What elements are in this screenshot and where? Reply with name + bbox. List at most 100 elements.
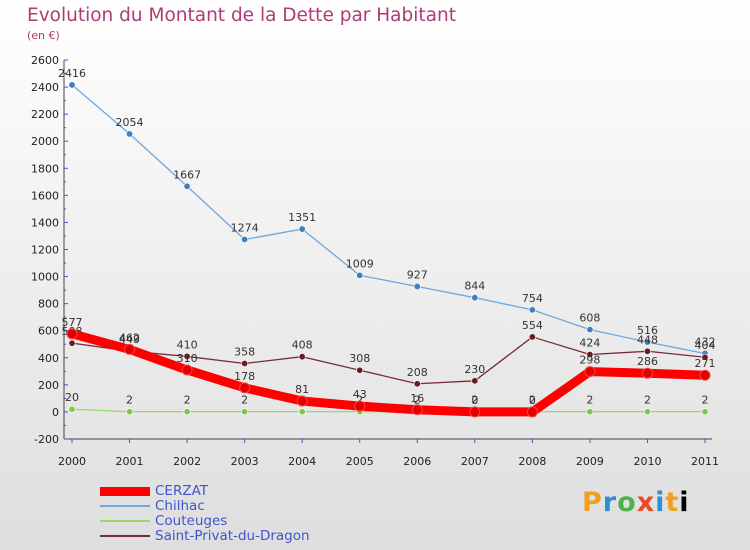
y-tick-label: 0 [52, 406, 59, 419]
data-label-cerzat: 0 [471, 394, 478, 407]
x-tick-label: 2004 [288, 455, 316, 468]
data-label-couteuges: 2 [241, 394, 248, 407]
data-point-cerzat [641, 367, 653, 379]
logo-letter: o [617, 487, 637, 518]
data-label-saint-privat-du-dragon: 404 [695, 339, 716, 352]
legend-label: Saint-Privat-du-Dragon [155, 528, 310, 544]
logo-letter: r [602, 487, 618, 518]
data-label-chilhac: 516 [637, 324, 658, 337]
data-label-cerzat: 298 [579, 354, 600, 367]
chart-title: Evolution du Montant de la Dette par Hab… [27, 5, 456, 26]
data-label-saint-privat-du-dragon: 554 [522, 319, 543, 332]
series-line-cerzat [67, 329, 710, 417]
data-label-couteuges: 2 [471, 394, 478, 407]
data-point-saint-privat-du-dragon [413, 380, 421, 388]
data-label-chilhac: 927 [407, 268, 428, 281]
y-tick-label: 1800 [31, 162, 59, 175]
data-point-couteuges [126, 408, 134, 416]
legend-swatch [100, 505, 150, 507]
data-label-chilhac: 1009 [346, 257, 374, 270]
data-label-cerzat: 43 [353, 388, 367, 401]
logo-letter: P [582, 487, 603, 518]
legend-label: Chilhac [155, 498, 205, 514]
x-tick-label: 2008 [518, 455, 546, 468]
y-tick-label: 800 [38, 298, 59, 311]
data-label-saint-privat-du-dragon: 208 [407, 366, 428, 379]
data-label-chilhac: 1667 [173, 168, 201, 181]
series-line-saint-privat-du-dragon [71, 336, 706, 385]
data-point-couteuges [701, 408, 709, 416]
x-tick-label: 2006 [403, 455, 431, 468]
data-label-saint-privat-du-dragon: 408 [292, 339, 313, 352]
y-tick-label: 2600 [31, 54, 59, 67]
data-label-cerzat: 286 [637, 355, 658, 368]
y-tick-label: 1600 [31, 189, 59, 202]
data-label-saint-privat-du-dragon: 448 [637, 333, 658, 346]
data-label-couteuges: 20 [65, 391, 79, 404]
data-label-chilhac: 608 [579, 312, 600, 325]
chart-subtitle: (en €) [27, 29, 60, 42]
data-point-chilhac [413, 282, 421, 290]
data-point-cerzat [66, 328, 78, 340]
data-point-chilhac [126, 130, 134, 138]
data-label-saint-privat-du-dragon: 424 [579, 337, 600, 350]
data-label-couteuges: 2 [356, 394, 363, 407]
data-label-cerzat: 81 [295, 383, 309, 396]
y-tick-label: 1000 [31, 271, 59, 284]
y-tick-label: 400 [38, 352, 59, 365]
data-label-couteuges: 2 [644, 394, 651, 407]
x-tick-label: 2002 [173, 455, 201, 468]
data-point-couteuges [298, 408, 306, 416]
data-point-cerzat [699, 369, 711, 381]
data-point-cerzat [181, 364, 193, 376]
data-point-couteuges [241, 408, 249, 416]
data-point-saint-privat-du-dragon [471, 377, 479, 385]
data-label-chilhac: 844 [464, 280, 485, 293]
proxiti-logo: Proxiti [582, 487, 690, 518]
data-label-couteuges: 2 [126, 394, 133, 407]
x-tick-label: 2005 [346, 455, 374, 468]
legend-swatch [100, 535, 150, 537]
data-point-couteuges [586, 408, 594, 416]
x-tick-label: 2000 [58, 455, 86, 468]
data-point-saint-privat-du-dragon [528, 333, 536, 341]
data-point-chilhac [471, 294, 479, 302]
data-label-saint-privat-du-dragon: 308 [349, 352, 370, 365]
x-tick-label: 2003 [231, 455, 259, 468]
legend-label: Couteuges [155, 513, 228, 529]
y-tick-label: 2400 [31, 81, 59, 94]
data-point-chilhac [183, 182, 191, 190]
data-point-cerzat [411, 404, 423, 416]
x-tick-label: 2009 [576, 455, 604, 468]
y-tick-label: 2000 [31, 135, 59, 148]
data-point-cerzat [124, 343, 136, 355]
data-point-cerzat [296, 395, 308, 407]
logo-letter: i [679, 487, 690, 518]
data-point-chilhac [241, 235, 249, 243]
series-line-chilhac [71, 84, 706, 355]
y-tick-label: 2200 [31, 108, 59, 121]
data-label-couteuges: 2 [529, 394, 536, 407]
data-label-cerzat: 178 [234, 370, 255, 383]
data-label-chilhac: 1274 [231, 221, 259, 234]
y-tick-label: 600 [38, 325, 59, 338]
data-point-couteuges [183, 408, 191, 416]
data-point-chilhac [298, 225, 306, 233]
data-label-cerzat: 577 [62, 316, 83, 329]
data-point-cerzat [469, 406, 481, 418]
legend-label: CERZAT [155, 483, 209, 499]
data-point-saint-privat-du-dragon [586, 351, 594, 359]
data-point-chilhac [68, 81, 76, 89]
data-label-saint-privat-du-dragon: 410 [177, 338, 198, 351]
data-point-cerzat [239, 382, 251, 394]
data-label-chilhac: 432 [695, 335, 716, 348]
data-point-saint-privat-du-dragon [356, 366, 364, 374]
data-label-couteuges: 2 [414, 394, 421, 407]
data-label-chilhac: 2416 [58, 67, 86, 80]
data-label-cerzat: 271 [695, 357, 716, 370]
data-label-cerzat: 462 [119, 331, 140, 344]
y-tick-label: -200 [34, 433, 59, 446]
data-point-cerzat [354, 400, 366, 412]
data-point-chilhac [528, 306, 536, 314]
logo-letter: i [655, 487, 666, 518]
